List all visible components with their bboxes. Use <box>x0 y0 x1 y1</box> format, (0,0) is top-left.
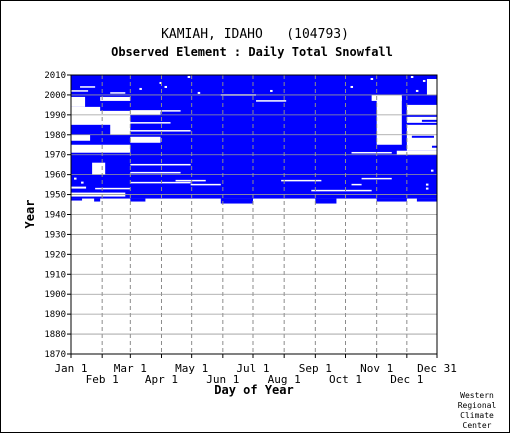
x-axis-label: Day of Year <box>214 383 293 397</box>
chart-subtitle: Observed Element : Daily Total Snowfall <box>111 45 393 59</box>
data-gap <box>92 162 106 175</box>
coverage-fringe <box>220 198 253 204</box>
missing-line <box>130 171 181 174</box>
data-gap <box>130 136 161 143</box>
coverage-fringe <box>94 198 101 202</box>
x-tick-label: Aug 1 <box>268 373 301 386</box>
missing-line <box>130 110 181 112</box>
coverage-fringe <box>71 198 83 201</box>
data-gap <box>71 144 131 153</box>
missing-spot <box>415 89 419 92</box>
missing-line <box>351 151 392 154</box>
y-tick-label: 1930 <box>44 230 66 240</box>
data-gap <box>71 186 87 189</box>
data-gap <box>396 150 437 155</box>
data-gap <box>71 134 91 141</box>
y-tick-label: 1980 <box>44 131 66 141</box>
data-gap <box>406 104 437 115</box>
missing-spot <box>425 183 429 186</box>
missing-spot <box>164 85 168 88</box>
x-tick-label: Oct 1 <box>329 373 362 386</box>
missing-spot <box>81 181 84 184</box>
data-spot <box>90 129 101 132</box>
x-tick-label: Jun 1 <box>206 373 239 386</box>
missing-line <box>80 86 96 88</box>
coverage-fringe <box>376 198 407 202</box>
credit-line: Center <box>463 421 492 430</box>
missing-spot <box>422 79 426 82</box>
x-tick-label: May 1 <box>175 362 208 375</box>
missing-line <box>281 179 322 182</box>
missing-spot <box>430 85 434 88</box>
data-gap <box>130 110 161 115</box>
missing-line <box>311 189 372 192</box>
missing-line <box>175 179 206 182</box>
x-tick-label: Sep 1 <box>299 362 332 375</box>
missing-line <box>95 187 131 190</box>
missing-line <box>351 183 362 186</box>
x-tick-label: Apr 1 <box>145 373 178 386</box>
missing-line <box>130 163 191 166</box>
missing-spot <box>430 169 434 172</box>
missing-line <box>130 130 191 132</box>
data-gap <box>376 96 402 145</box>
missing-spot <box>197 91 201 94</box>
data-spot <box>421 119 437 122</box>
y-tick-label: 1960 <box>44 171 66 181</box>
credit-line: Regional <box>458 401 497 410</box>
missing-spot <box>410 75 414 78</box>
y-tick-label: 1950 <box>44 191 66 201</box>
data-gap <box>371 94 402 101</box>
y-tick-label: 1990 <box>44 111 66 121</box>
y-tick-label: 1870 <box>44 350 66 360</box>
x-tick-label: Nov 1 <box>360 362 393 375</box>
missing-spot <box>74 177 77 180</box>
x-tick-label: Feb 1 <box>86 373 119 386</box>
data-spot <box>71 127 81 130</box>
data-spot <box>411 135 434 138</box>
missing-spot <box>370 77 374 80</box>
credit-line: Climate <box>460 411 494 420</box>
missing-line <box>361 177 392 180</box>
coverage-fringe <box>416 198 437 202</box>
coverage-fringe <box>130 198 146 202</box>
y-tick-label: 2000 <box>44 91 66 101</box>
x-tick-label: Dec 31 <box>417 362 457 375</box>
data-gap <box>71 96 86 107</box>
y-tick-label: 1970 <box>44 151 66 161</box>
x-tick-label: Mar 1 <box>114 362 147 375</box>
y-tick-label: 2010 <box>44 71 66 81</box>
missing-line <box>190 183 221 186</box>
missing-line <box>71 90 89 92</box>
x-tick-label: Jul 1 <box>236 362 269 375</box>
data-gap <box>71 106 101 115</box>
data-spot <box>431 145 437 148</box>
y-axis-label: Year <box>23 200 37 229</box>
y-tick-label: 1920 <box>44 250 66 260</box>
y-tick-label: 1890 <box>44 310 66 320</box>
missing-spot <box>270 89 273 92</box>
y-tick-label: 1880 <box>44 330 66 340</box>
credit-line: Western <box>460 391 494 400</box>
missing-line <box>110 92 126 94</box>
missing-line <box>130 181 191 184</box>
missing-line <box>256 100 287 102</box>
y-tick-label: 1910 <box>44 270 66 280</box>
missing-spot <box>139 87 142 90</box>
missing-spot <box>187 75 191 78</box>
y-tick-label: 1900 <box>44 290 66 300</box>
x-tick-label: Jan 1 <box>54 362 87 375</box>
coverage-fringe <box>315 198 337 204</box>
missing-spot <box>159 81 162 84</box>
missing-line <box>130 122 171 124</box>
data-gap <box>100 96 131 101</box>
data-gap <box>110 116 131 135</box>
y-tick-label: 1940 <box>44 211 66 221</box>
missing-spot <box>425 187 429 190</box>
chart-title: KAMIAH, IDAHO (104793) <box>161 27 349 42</box>
x-tick-label: Dec 1 <box>390 373 423 386</box>
missing-spot <box>350 85 354 88</box>
